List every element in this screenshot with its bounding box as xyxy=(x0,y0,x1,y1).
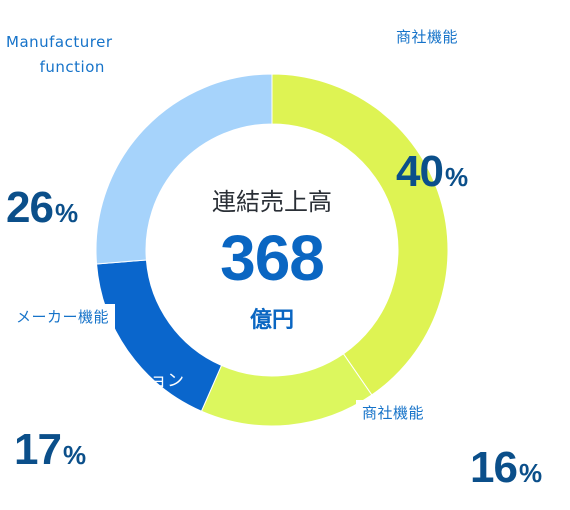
label-trading-top: 商社機能 xyxy=(396,28,459,46)
center-title: 連結売上高 xyxy=(212,188,332,216)
pct-trading-a-value: 40 xyxy=(396,147,444,196)
center-unit: 億円 xyxy=(249,308,294,333)
pct-solution: 17% xyxy=(14,428,86,472)
donut-slice-3 xyxy=(95,73,273,265)
pct-trading-a: 40% xyxy=(396,150,468,194)
pct-trading-a-sign: % xyxy=(444,162,469,192)
pct-maker: 26% xyxy=(6,186,78,230)
pct-solution-sign: % xyxy=(62,440,87,470)
label-manufacturer-en-line1: Manufacturer xyxy=(6,33,113,51)
center-value: 368 xyxy=(220,222,325,294)
label-manufacturer-en: Manufacturer function xyxy=(6,30,113,80)
label-inside-partial: ョン xyxy=(150,371,184,391)
label-manufacturer-en-line2: function xyxy=(39,58,105,76)
pct-solution-value: 17 xyxy=(14,425,62,474)
pct-maker-sign: % xyxy=(54,198,79,228)
label-maker-jp: メーカー機能 xyxy=(10,304,116,329)
pct-trading-b-sign: % xyxy=(518,458,543,488)
pct-trading-b: 16% xyxy=(470,446,542,490)
donut-slice-0 xyxy=(271,73,449,396)
pct-trading-b-value: 16 xyxy=(470,443,518,492)
pct-maker-value: 26 xyxy=(6,183,54,232)
label-trading-bottom: 商社機能 xyxy=(356,400,431,425)
donut-slice-1 xyxy=(200,353,373,427)
